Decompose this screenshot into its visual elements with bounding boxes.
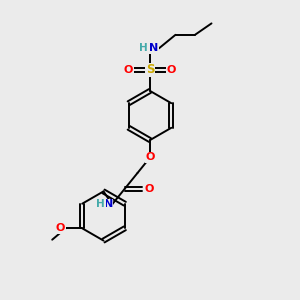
Text: O: O xyxy=(145,152,155,163)
Text: S: S xyxy=(146,63,154,76)
Text: N: N xyxy=(104,199,113,209)
Text: O: O xyxy=(167,65,176,75)
Text: O: O xyxy=(56,223,65,233)
Text: O: O xyxy=(144,184,154,194)
Text: H: H xyxy=(96,199,105,209)
Text: O: O xyxy=(124,65,133,75)
Text: N: N xyxy=(149,43,158,53)
Text: H: H xyxy=(139,43,148,53)
